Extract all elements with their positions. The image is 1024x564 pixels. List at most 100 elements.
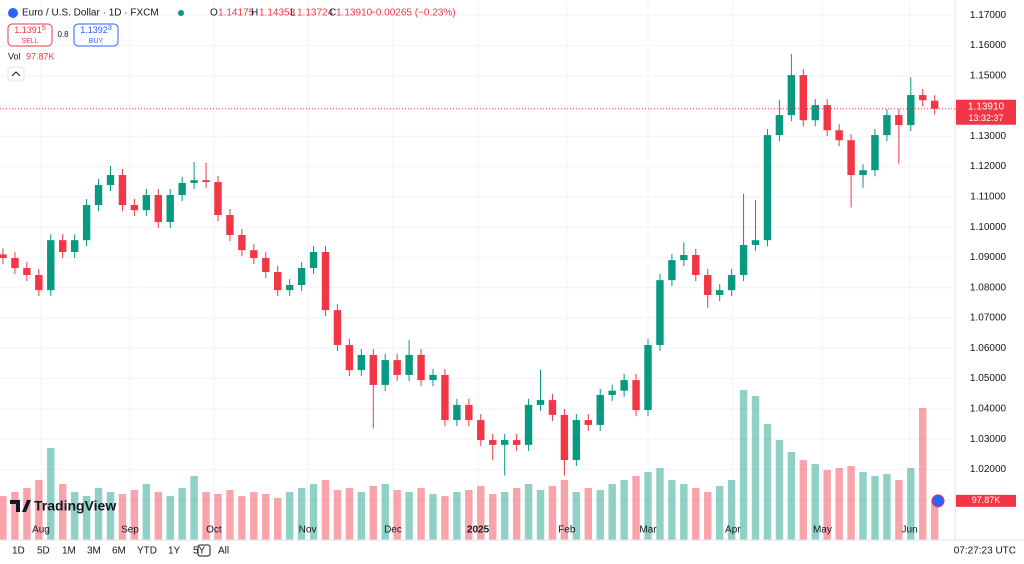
volume-bar <box>512 488 521 540</box>
sell-button[interactable] <box>7 23 53 47</box>
candle-body <box>656 280 664 345</box>
candle-body <box>154 195 162 222</box>
range-button[interactable]: 1Y <box>168 546 181 557</box>
y-tick-label: 1.04000 <box>970 404 1007 415</box>
collapse-button[interactable] <box>7 66 25 82</box>
volume-bar <box>883 474 891 540</box>
volume-bar <box>608 484 616 540</box>
candle-body <box>907 95 915 126</box>
volume-bar <box>500 492 509 540</box>
volume-bar <box>309 484 318 540</box>
volume-bar <box>787 452 796 540</box>
candle-body <box>274 271 282 291</box>
volume-bar <box>811 464 819 540</box>
candle-body <box>632 380 640 411</box>
range-button[interactable]: 6M <box>112 546 126 557</box>
volume-bar <box>453 492 461 540</box>
l-value: 1.13724 <box>297 8 334 19</box>
x-tick-label: Dec <box>384 525 402 536</box>
o-label: O <box>210 8 218 19</box>
candle-body <box>166 195 174 222</box>
range-button[interactable]: 5D <box>37 546 50 557</box>
volume-bar <box>262 494 270 540</box>
h-value: 1.14353 <box>259 8 296 19</box>
volume-bar <box>739 390 748 540</box>
volume-bar <box>632 476 640 540</box>
volume-bar <box>417 488 425 540</box>
logo-mark <box>10 500 31 512</box>
candle-body <box>226 215 234 236</box>
candle-body <box>512 440 521 445</box>
sell-price-main: 1.1391 <box>14 25 42 35</box>
candle-body <box>608 390 616 395</box>
symbol[interactable]: Euro / U.S. Dollar · 1D · FXCM <box>22 8 159 19</box>
candle-body <box>524 404 533 445</box>
volume-bar <box>907 468 915 540</box>
candle-body <box>238 235 246 251</box>
h-label: H <box>251 8 258 19</box>
candle-body <box>23 268 31 275</box>
volume-bar <box>560 480 569 540</box>
candle-body <box>82 205 91 241</box>
volume-bar <box>871 476 879 540</box>
range-button[interactable]: 1M <box>62 546 76 557</box>
candle-body <box>548 400 557 415</box>
y-tick-label: 1.17000 <box>970 10 1007 21</box>
candle-body <box>250 250 258 259</box>
candle-body <box>895 115 903 126</box>
candle-body <box>214 182 222 216</box>
grid-layer <box>0 0 955 540</box>
volume-bar <box>572 492 581 540</box>
range-button[interactable]: 1D <box>12 546 25 557</box>
volume-tag: 97.87K <box>972 495 1001 505</box>
candle-body <box>823 105 831 131</box>
candle-body <box>441 374 449 421</box>
volume-bar <box>680 484 688 540</box>
x-tick-label: Mar <box>639 525 657 536</box>
candle-body <box>118 175 127 206</box>
buy-button[interactable] <box>73 23 119 47</box>
range-button[interactable]: YTD <box>137 546 157 557</box>
x-tick-label: Sep <box>121 525 139 536</box>
volume-bar <box>285 492 294 540</box>
sell-price: 1.13915 <box>14 25 46 36</box>
volume-bar <box>321 480 330 540</box>
y-tick-label: 1.11000 <box>970 191 1006 202</box>
volume-bar <box>835 468 843 540</box>
volume-bar <box>668 480 676 540</box>
volume-bar <box>333 490 342 540</box>
candle-body <box>847 140 855 176</box>
range-button[interactable]: 5Y <box>193 546 206 557</box>
candle-body <box>739 245 748 275</box>
volume-bar <box>0 496 7 540</box>
candle-body <box>500 440 509 445</box>
candle-body <box>596 394 604 425</box>
candle-body <box>883 115 891 136</box>
volume-bar <box>596 490 604 540</box>
volume-bar <box>274 498 282 540</box>
volume-bar <box>477 486 485 540</box>
candle-body <box>620 380 628 391</box>
volume-bar <box>59 484 67 540</box>
y-tick-label: 1.13000 <box>970 131 1007 142</box>
candle-body <box>489 440 497 445</box>
range-button[interactable]: All <box>218 546 229 557</box>
volume-bar <box>226 490 234 540</box>
volume-bar <box>489 494 497 540</box>
candle-body <box>285 284 294 291</box>
calendar-icon[interactable] <box>197 544 211 557</box>
candle-body <box>417 354 425 381</box>
candle-body <box>572 420 581 461</box>
volume-bar <box>202 492 210 540</box>
volume-bar <box>895 480 903 540</box>
candle-body <box>727 274 736 291</box>
candle-body <box>930 100 939 109</box>
buy-price-main: 1.1392 <box>80 25 108 35</box>
y-tick-label: 1.09000 <box>970 252 1007 263</box>
candle-body <box>357 354 366 371</box>
price-tag-bg <box>956 99 1016 125</box>
volume-bar <box>369 486 377 540</box>
vol-label: Vol <box>8 51 21 61</box>
range-button[interactable]: 3M <box>87 546 101 557</box>
